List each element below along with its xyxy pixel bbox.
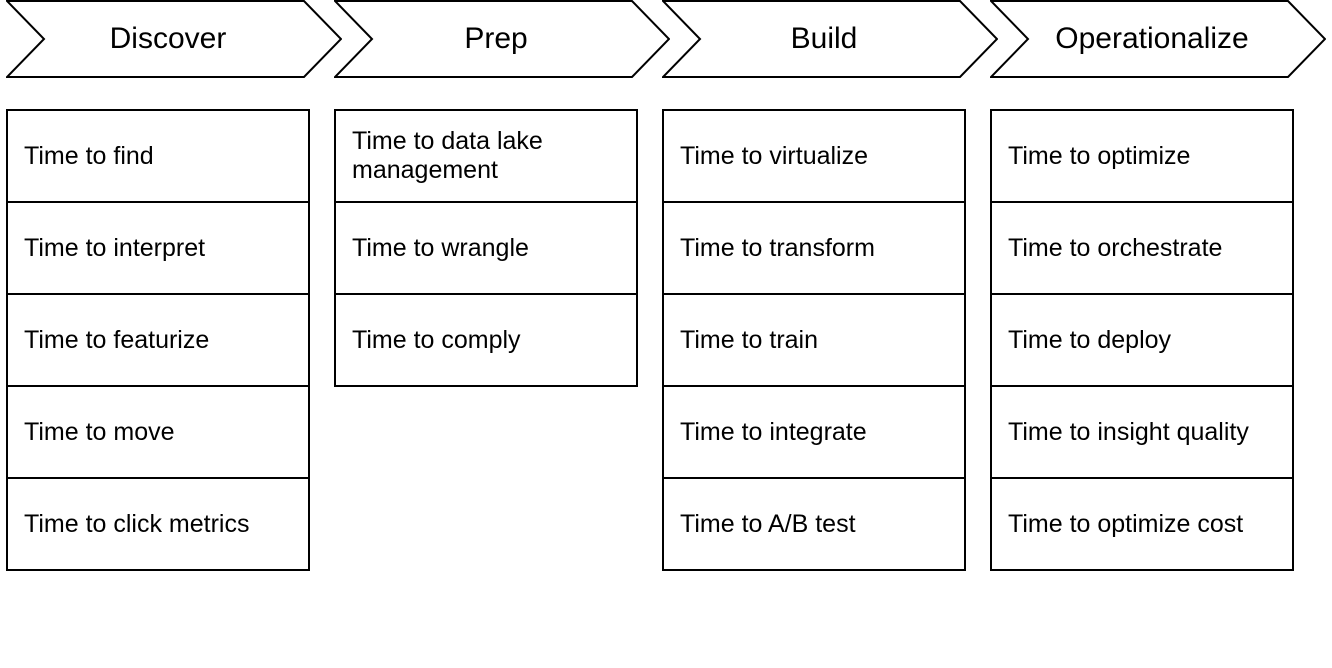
diagram-canvas: Discover Time to find Time to interpret … <box>0 0 1332 668</box>
item-box: Time to transform <box>662 201 966 295</box>
item-box: Time to move <box>6 385 310 479</box>
item-box: Time to featurize <box>6 293 310 387</box>
item-box: Time to optimize cost <box>990 477 1294 571</box>
item-label: Time to click metrics <box>24 510 249 539</box>
item-label: Time to A/B test <box>680 510 856 539</box>
item-box: Time to interpret <box>6 201 310 295</box>
item-box: Time to optimize <box>990 109 1294 203</box>
item-box: Time to insight quality <box>990 385 1294 479</box>
stage-chevron-build: Build <box>662 0 998 78</box>
item-label: Time to interpret <box>24 234 205 263</box>
item-label: Time to insight quality <box>1008 418 1249 447</box>
item-label: Time to find <box>24 142 154 171</box>
item-box: Time to wrangle <box>334 201 638 295</box>
item-label: Time to integrate <box>680 418 867 447</box>
item-label: Time to deploy <box>1008 326 1171 355</box>
item-box: Time to click metrics <box>6 477 310 571</box>
stage-chevron-prep: Prep <box>334 0 670 78</box>
item-box: Time to train <box>662 293 966 387</box>
item-box: Time to virtualize <box>662 109 966 203</box>
stage-chevron-operationalize: Operationalize <box>990 0 1326 78</box>
item-box: Time to deploy <box>990 293 1294 387</box>
item-label: Time to optimize <box>1008 142 1190 171</box>
stage-chevron-discover: Discover <box>6 0 342 78</box>
item-box: Time to integrate <box>662 385 966 479</box>
item-label: Time to data lake management <box>352 127 624 185</box>
item-label: Time to move <box>24 418 175 447</box>
item-label: Time to train <box>680 326 818 355</box>
item-box: Time to A/B test <box>662 477 966 571</box>
item-label: Time to comply <box>352 326 521 355</box>
item-label: Time to transform <box>680 234 875 263</box>
item-box: Time to orchestrate <box>990 201 1294 295</box>
item-label: Time to wrangle <box>352 234 529 263</box>
item-label: Time to orchestrate <box>1008 234 1222 263</box>
item-label: Time to virtualize <box>680 142 868 171</box>
item-box: Time to find <box>6 109 310 203</box>
item-label: Time to optimize cost <box>1008 510 1243 539</box>
item-box: Time to data lake management <box>334 109 638 203</box>
item-box: Time to comply <box>334 293 638 387</box>
item-label: Time to featurize <box>24 326 209 355</box>
